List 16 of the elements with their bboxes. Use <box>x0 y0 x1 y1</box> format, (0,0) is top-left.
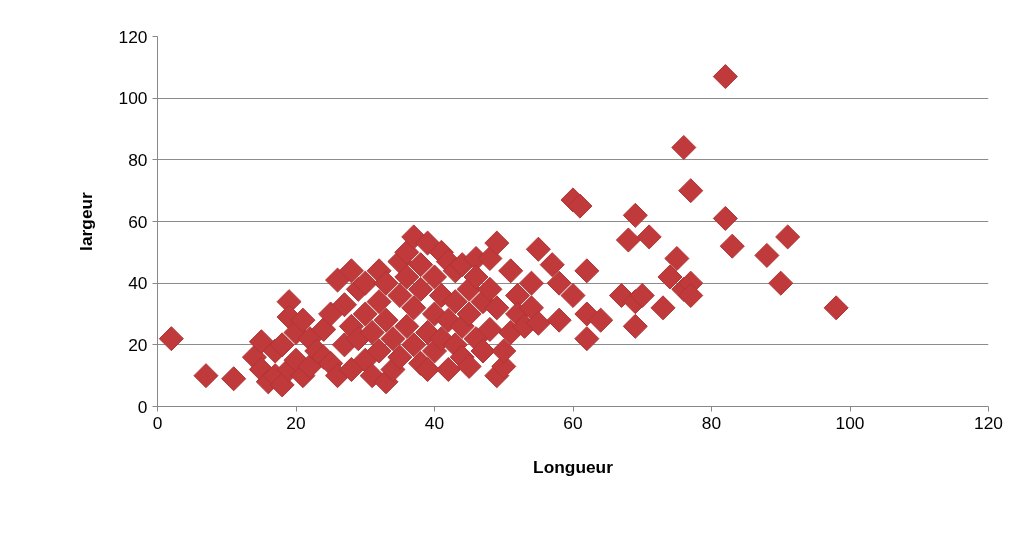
y-tick-label: 80 <box>128 149 148 170</box>
y-tick-label: 20 <box>128 334 148 355</box>
x-tick-label: 20 <box>286 412 306 433</box>
y-tick-label: 100 <box>118 88 148 109</box>
y-tick-label: 40 <box>128 273 148 294</box>
y-tick-label: 0 <box>137 396 148 417</box>
x-tick-label: 80 <box>701 412 722 433</box>
x-tick-label: 100 <box>835 412 865 433</box>
x-tick-label: 60 <box>563 412 583 433</box>
x-tick-label: 0 <box>152 412 163 433</box>
x-tick-label: 120 <box>974 412 1003 433</box>
x-tick-label: 40 <box>424 412 445 433</box>
y-tick-label: 120 <box>118 26 148 47</box>
y-tick-label: 60 <box>128 211 148 232</box>
x-axis-title: Longueur <box>533 456 614 477</box>
y-axis-title: largeur <box>75 191 96 251</box>
